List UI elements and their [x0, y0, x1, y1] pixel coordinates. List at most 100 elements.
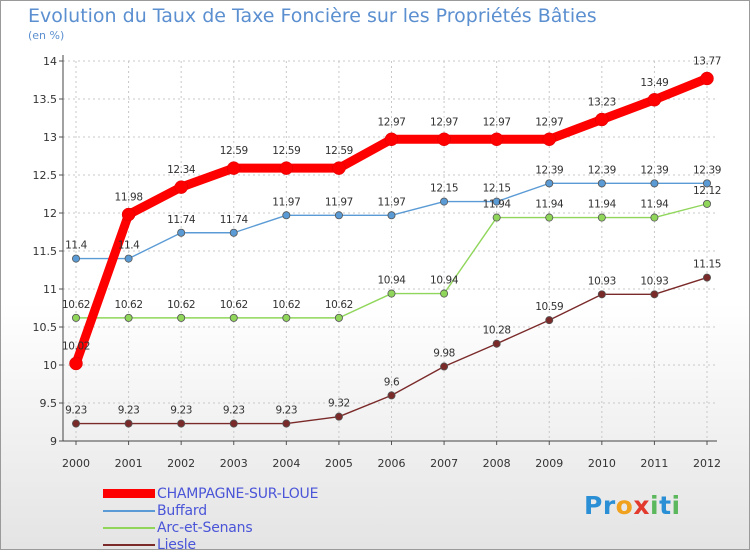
x-tick-label: 2011: [640, 457, 668, 470]
data-label: 10.93: [588, 275, 616, 287]
legend-label: Liesle: [157, 536, 196, 553]
data-label: 11.94: [588, 199, 617, 211]
data-point: [332, 161, 346, 175]
data-point: [700, 71, 714, 86]
y-tick-label: 11: [43, 283, 57, 296]
data-label: 12.97: [377, 116, 405, 128]
legend: CHAMPAGNE-SUR-LOUE Buffard Arc-et-Senans…: [103, 485, 318, 553]
data-label: 12.39: [535, 164, 563, 176]
y-tick-label: 13: [43, 131, 57, 144]
x-tick-label: 2006: [378, 457, 406, 470]
x-tick-label: 2005: [325, 457, 353, 470]
data-point: [229, 228, 238, 237]
data-label: 12.97: [430, 116, 458, 128]
legend-item-buffard: Buffard: [103, 502, 318, 519]
data-point: [229, 419, 238, 428]
data-point: [124, 419, 133, 428]
data-label: 9.6: [384, 376, 400, 388]
data-label: 12.39: [588, 164, 616, 176]
legend-item-liesle: Liesle: [103, 536, 318, 553]
data-point: [282, 313, 291, 322]
data-label: 11.98: [115, 192, 143, 204]
data-point: [282, 211, 291, 220]
data-label: 9.23: [65, 405, 87, 417]
data-point: [282, 419, 291, 428]
x-tick-label: 2010: [588, 457, 616, 470]
data-point: [650, 290, 659, 299]
data-label: 10.62: [220, 299, 248, 311]
y-tick-label: 10.5: [33, 321, 58, 334]
data-label: 11.4: [65, 240, 87, 252]
data-label: 11.94: [483, 199, 512, 211]
data-point: [72, 419, 81, 428]
data-point: [229, 313, 238, 322]
legend-swatch: [103, 526, 155, 529]
data-label: 11.97: [325, 196, 353, 208]
data-point: [174, 180, 188, 194]
data-point: [279, 161, 294, 175]
x-tick-label: 2002: [167, 457, 195, 470]
x-tick-label: 2003: [220, 457, 248, 470]
legend-label: Buffard: [157, 502, 207, 519]
proxiti-logo: Proxiti: [584, 491, 681, 520]
data-point: [124, 313, 133, 322]
unit-label: (en %): [28, 29, 65, 42]
data-point: [703, 179, 712, 188]
logo-letter: i: [671, 491, 681, 520]
data-point: [69, 356, 83, 371]
data-point: [384, 132, 399, 147]
series-lines: [69, 71, 714, 428]
data-point: [72, 254, 81, 263]
data-label: 9.23: [275, 405, 297, 417]
data-point: [650, 179, 659, 188]
data-label: 11.15: [693, 259, 721, 271]
data-label: 10.59: [535, 301, 563, 313]
data-label: 12.34: [167, 164, 196, 176]
logo-letter: x: [633, 491, 650, 520]
data-point: [177, 419, 186, 428]
x-tick-label: 2007: [430, 457, 458, 470]
data-label: 12.12: [693, 185, 721, 197]
data-point: [440, 289, 449, 298]
data-label: 10.94: [377, 275, 406, 287]
data-point: [545, 179, 554, 188]
data-point: [703, 273, 712, 282]
data-point: [177, 313, 186, 322]
x-tick-label: 2004: [272, 457, 300, 470]
data-point: [545, 316, 554, 325]
data-label: 12.59: [272, 145, 300, 157]
logo-letter: r: [602, 491, 616, 520]
data-point: [177, 228, 186, 237]
y-tick-label: 14: [43, 55, 57, 68]
data-label: 12.15: [483, 183, 511, 195]
data-label: 12.97: [535, 116, 563, 128]
logo-letter: P: [584, 491, 603, 520]
logo-letter: t: [659, 491, 672, 520]
data-point: [437, 132, 451, 147]
data-label: 11.97: [272, 196, 300, 208]
legend-label: Arc-et-Senans: [157, 519, 253, 536]
data-point: [703, 199, 712, 208]
data-point: [334, 412, 343, 421]
data-point: [597, 179, 606, 188]
y-tick-label: 11.5: [33, 245, 58, 258]
y-tick-label: 9: [50, 435, 57, 448]
data-label: 11.74: [167, 214, 196, 226]
data-point: [492, 213, 501, 222]
data-label: 10.93: [640, 275, 668, 287]
data-label: 10.62: [272, 299, 300, 311]
x-tick-label: 2000: [62, 457, 90, 470]
legend-swatch: [103, 543, 155, 546]
data-point: [124, 254, 133, 263]
x-tick-label: 2001: [115, 457, 143, 470]
chart-title: Evolution du Taux de Taxe Foncière sur l…: [28, 5, 597, 27]
y-tick-label: 12: [43, 207, 57, 220]
data-label: 9.23: [170, 405, 192, 417]
grid-lines: [63, 60, 717, 441]
data-point: [334, 313, 343, 322]
y-tick-label: 10: [43, 359, 57, 372]
data-point: [440, 362, 449, 371]
data-label: 12.39: [640, 164, 668, 176]
data-label: 9.23: [118, 405, 140, 417]
